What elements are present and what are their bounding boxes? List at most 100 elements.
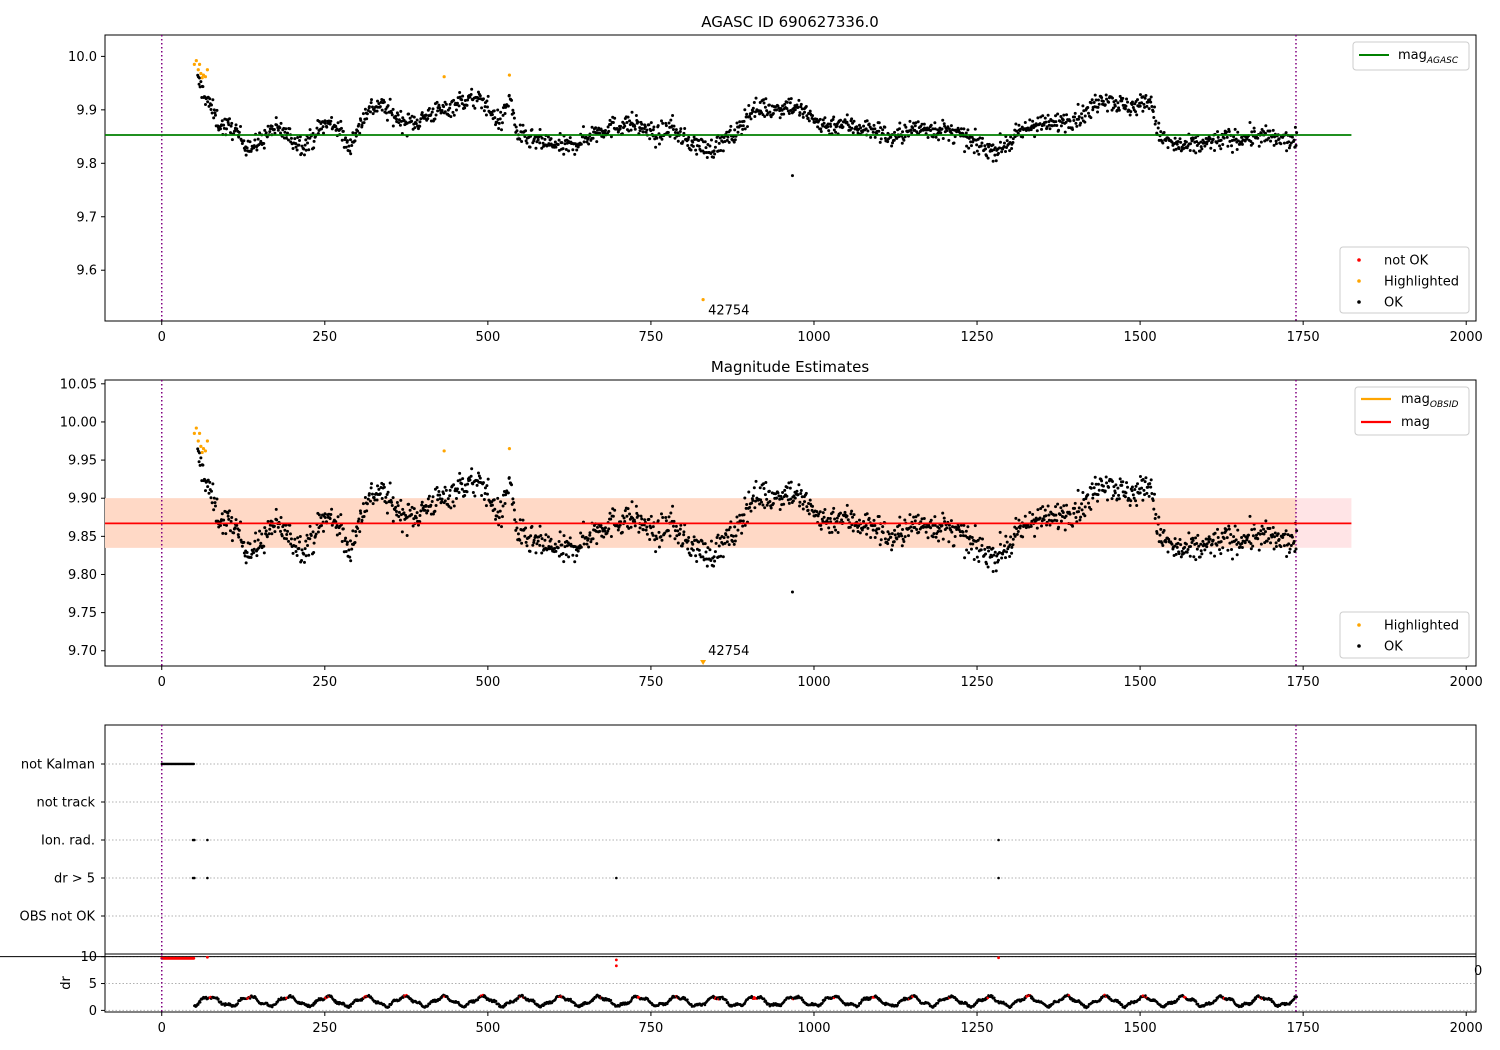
chart1-ok-point	[294, 145, 298, 149]
chart2-ok-point	[917, 530, 921, 534]
chart2-ok-point	[910, 529, 914, 533]
chart2-ok-point	[877, 527, 881, 531]
chart2-ok-point	[858, 531, 862, 535]
chart2-ok-point	[1009, 535, 1013, 539]
chart1-points	[192, 59, 1299, 302]
chart4-ok-point	[204, 995, 208, 999]
chart1-ok-point	[1184, 140, 1188, 144]
chart1-ok-point	[1277, 137, 1281, 141]
chart1-ok-point	[1125, 97, 1129, 101]
chart2-ok-point	[226, 514, 230, 518]
chart1-ok-point	[435, 100, 439, 104]
chart1-ok-point	[492, 109, 496, 113]
chart1-ok-point	[754, 96, 758, 100]
chart2-ok-point	[751, 499, 755, 503]
chart4-ok-point	[690, 1002, 693, 1006]
chart1-ok-point	[1023, 120, 1027, 124]
chart1-ok-point	[634, 113, 638, 117]
chart2-ok-point	[832, 525, 836, 529]
chart1-ok-point	[1292, 138, 1296, 142]
chart1-ok-point	[789, 97, 793, 101]
chart1-ok-point	[306, 141, 310, 145]
chart1-ok-point	[1090, 98, 1094, 102]
chart2-ok-point	[1209, 551, 1213, 555]
chart2-ok-point	[833, 517, 837, 521]
chart1-ok-point	[850, 117, 854, 121]
chart2-ok-point	[931, 523, 935, 527]
chart2-ytick-label: 9.80	[68, 568, 97, 583]
chart2-ok-point	[763, 506, 767, 510]
chart1-ok-point	[749, 117, 753, 121]
chart2-ok-point	[1249, 541, 1253, 545]
chart2-ok-point	[873, 536, 877, 540]
chart1-ok-point	[212, 116, 216, 120]
chart2-ok-point	[700, 539, 704, 543]
chart2-ok-point	[556, 546, 560, 550]
chart2-legend-point-label: Highlighted	[1384, 619, 1459, 634]
chart2-ok-point	[515, 526, 519, 530]
chart2-ok-point	[493, 507, 497, 511]
chart2-highlighted-point	[203, 449, 208, 453]
chart2-ok-point	[1183, 545, 1187, 549]
chart1-ok-point	[408, 116, 412, 120]
chart2-ok-point	[691, 548, 695, 552]
chart2-ok-point	[267, 532, 271, 536]
chart1-ok-point	[742, 119, 746, 123]
plots: 0 250 500 750 1000 1250 1500 1750 20009.69.79.89…	[0, 34, 1483, 1036]
chart1-xtick-label: 0	[158, 330, 166, 345]
chart2-ok-point	[705, 564, 709, 568]
chart2-highlighted-point	[205, 439, 210, 443]
chart2-ok-point	[358, 509, 362, 513]
chart2-ok-point	[213, 501, 217, 505]
chart2-ok-point	[1076, 488, 1080, 492]
chart2-ok-point	[881, 525, 885, 529]
chart1-ok-point	[952, 141, 956, 145]
chart1-ok-point	[1058, 119, 1062, 123]
chart2-ok-point	[215, 497, 219, 501]
chart1-ok-point	[1234, 137, 1238, 141]
chart1-ok-point	[373, 109, 377, 113]
chart1-frame	[104, 34, 1477, 322]
chart1-ok-point	[726, 135, 730, 139]
chart2-ok-point	[902, 540, 906, 544]
chart2-ok-point	[1090, 482, 1094, 486]
chart2-ok-point	[744, 506, 748, 510]
chart2-ok-point	[565, 544, 569, 548]
chart2-ok-point	[893, 528, 897, 532]
chart2-ok-point	[266, 520, 270, 524]
chart1-ok-point	[1233, 127, 1237, 131]
chart2-ok-point	[609, 517, 613, 521]
chart1-highlighted-point	[196, 68, 200, 72]
chart2-ok-point	[588, 531, 592, 535]
chart2-ok-point	[703, 542, 707, 546]
chart2-ok-point	[582, 542, 586, 546]
chart2-ok-point	[382, 483, 386, 487]
chart1-ok-point	[438, 106, 442, 110]
chart2-ok-point	[1203, 548, 1207, 552]
chart2-ok-point	[554, 549, 558, 553]
chart2-ok-point	[887, 538, 891, 542]
chart2-ok-point	[1229, 533, 1233, 537]
chart2-ok-point	[664, 519, 668, 523]
chart1-legend-lines	[1352, 41, 1470, 71]
chart2-ok-point	[371, 502, 375, 506]
chart2-ok-point	[675, 534, 679, 538]
chart1-ok-point	[1072, 118, 1076, 122]
chart1-ok-point	[1140, 101, 1144, 105]
chart2-ok-point	[1264, 519, 1268, 523]
chart1-ok-point	[821, 124, 825, 128]
chart1-ok-point	[767, 103, 771, 107]
chart2-ok-point	[360, 518, 364, 522]
chart2-ok-point	[947, 540, 951, 544]
chart1-xtick-label: 1000	[797, 330, 830, 345]
chart2-ok-point	[567, 555, 571, 559]
chart2-ok-point	[524, 540, 528, 544]
chart2-ok-point	[822, 515, 826, 519]
chart1-ytick-label: 10.0	[68, 50, 97, 65]
chart1-ok-point	[606, 125, 610, 129]
chart2-ok-point	[314, 532, 318, 536]
chart2-ok-point	[1104, 475, 1108, 479]
chart2-ok-point	[613, 508, 617, 512]
chart2-ok-point	[622, 516, 626, 520]
